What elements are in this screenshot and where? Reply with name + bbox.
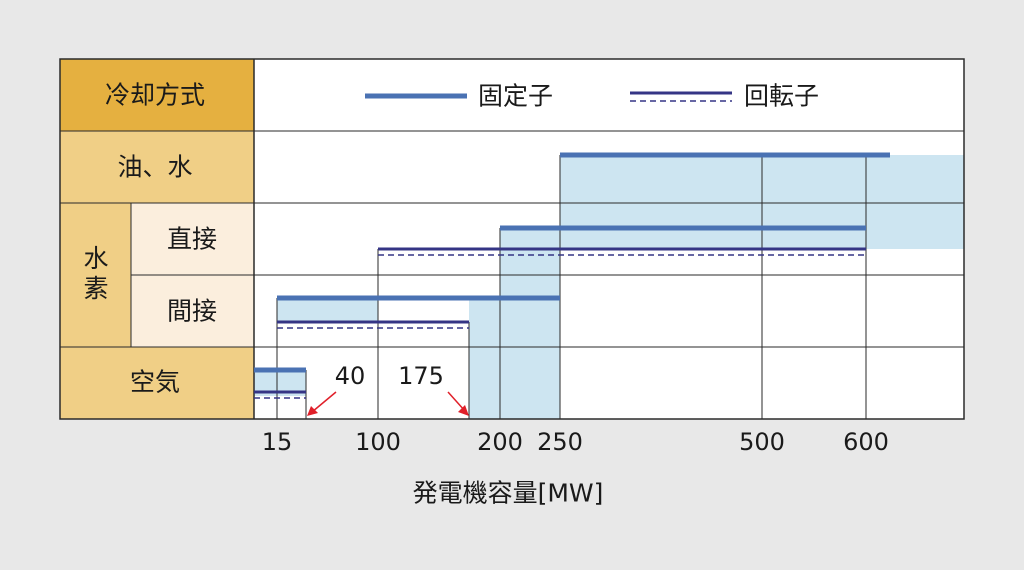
oil-water-cell (60, 131, 254, 203)
header-cell (60, 59, 254, 131)
x-tick-200: 200 (477, 428, 523, 456)
row-label-hydrogen: 水素 (83, 244, 108, 303)
shade-indirect-left (277, 298, 378, 322)
row-label-indirect: 間接 (167, 297, 217, 326)
row-label-direct: 直接 (167, 225, 217, 254)
x-tick-250: 250 (537, 428, 583, 456)
row-label-oil-water: 油、水 (117, 153, 192, 182)
x-tick-500: 500 (739, 428, 785, 456)
legend-rotor-label: 回転子 (744, 82, 819, 111)
shade-indirect (469, 298, 500, 419)
annotation-40: 40 (335, 362, 366, 390)
annotation-175: 175 (398, 362, 444, 390)
shade-direct-extension (500, 228, 560, 419)
row-label-air: 空気 (130, 368, 180, 397)
indirect-cell (131, 275, 254, 347)
capacity-marks (254, 152, 890, 399)
grid-lines (59, 58, 965, 420)
header-label: 冷却方式 (105, 81, 205, 110)
x-tick-100: 100 (355, 428, 401, 456)
x-tick-labels: 15 100 200 250 500 600 (262, 428, 889, 456)
x-tick-600: 600 (843, 428, 889, 456)
arrow-40 (307, 391, 337, 416)
direct-cell (131, 203, 254, 275)
x-tick-15: 15 (262, 428, 293, 456)
legend-stator-label: 固定子 (478, 82, 553, 111)
chart-frame (59, 58, 965, 420)
x-axis-label: 発電機容量[MW] (413, 479, 604, 508)
air-cell (60, 347, 254, 419)
hydrogen-cell (60, 203, 131, 347)
arrow-175 (447, 391, 469, 416)
